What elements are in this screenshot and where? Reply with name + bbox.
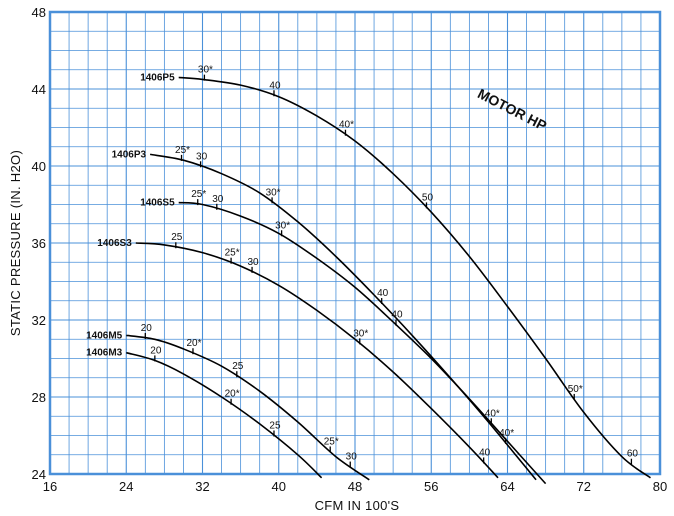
hp-label: 25 — [269, 421, 281, 432]
series-label: 1406S3 — [97, 238, 132, 249]
hp-label: 25* — [324, 436, 339, 447]
series-label: 1406S5 — [140, 198, 175, 209]
y-tick-label: 48 — [32, 5, 46, 20]
performance-curves: 1406P5 30* 40 40* 50 50* 60 1406P3 25* 30 30* 40 40*… — [86, 65, 651, 485]
x-tick-label: 48 — [348, 479, 362, 494]
hp-label: 25 — [232, 361, 244, 372]
hp-label: 40 — [391, 310, 403, 321]
series-line — [149, 153, 537, 481]
hp-label: 40* — [339, 120, 354, 131]
plot-frame — [48, 10, 662, 476]
hp-label: 30 — [346, 452, 358, 463]
hp-label: 20 — [150, 345, 162, 356]
y-tick-label: 24 — [32, 467, 46, 482]
series-1406s3: 1406S3 25 25* 30 30* 40 — [97, 232, 499, 479]
hp-label: 25* — [175, 145, 190, 156]
hp-label: 40* — [485, 408, 500, 419]
y-tick-label: 28 — [32, 390, 46, 405]
hp-label: 30 — [196, 151, 208, 162]
y-tick-label: 36 — [32, 236, 46, 251]
hp-label: 25* — [191, 189, 206, 200]
hp-label: 60 — [627, 449, 639, 460]
hp-label: 30 — [248, 257, 260, 268]
series-line — [135, 242, 499, 479]
series-line — [126, 351, 323, 479]
x-tick-label: 24 — [119, 479, 133, 494]
hp-label: 30* — [353, 328, 368, 339]
x-tick-label: 56 — [424, 479, 438, 494]
x-tick-label: 72 — [577, 479, 591, 494]
series-line — [178, 76, 651, 479]
hp-label: 30* — [266, 187, 281, 198]
y-axis-title: STATIC PRESSURE (IN. H2O) — [8, 150, 23, 336]
x-tick-label: 64 — [500, 479, 514, 494]
hp-label: 50 — [422, 192, 434, 203]
series-label: 1406M5 — [86, 330, 123, 341]
hp-label: 20 — [141, 323, 153, 334]
hp-label: 20* — [186, 338, 201, 349]
y-tick-label: 32 — [32, 313, 46, 328]
series-line — [178, 201, 547, 485]
series-1406m3: 1406M3 20 20* 25 — [86, 345, 323, 479]
x-tick-label: 32 — [195, 479, 209, 494]
hp-label: 25* — [225, 248, 240, 259]
hp-label: 30 — [212, 194, 224, 205]
x-tick-label: 80 — [653, 479, 667, 494]
series-1406m5: 1406M5 20 20* 25 25* 30 — [86, 323, 370, 481]
series-line — [126, 334, 370, 481]
hp-label: 40 — [269, 80, 281, 91]
hp-label: 40 — [479, 447, 491, 458]
hp-label: 20* — [225, 389, 240, 400]
hp-label: 40 — [377, 288, 389, 299]
motor-hp-annotation: MOTOR HP — [475, 85, 549, 133]
x-tick-label: 16 — [43, 479, 57, 494]
hp-label: 50* — [568, 384, 583, 395]
series-1406p5: 1406P5 30* 40 40* 50 50* 60 — [140, 65, 651, 479]
hp-label: 30* — [275, 220, 290, 231]
series-1406p3: 1406P3 25* 30 30* 40 40* — [112, 145, 537, 481]
series-label: 1406P5 — [140, 72, 175, 83]
hp-label: 40* — [499, 428, 514, 439]
x-tick-label: 40 — [272, 479, 286, 494]
y-tick-label: 44 — [32, 82, 46, 97]
series-label: 1406P3 — [112, 149, 147, 160]
hp-label: 25 — [171, 232, 183, 243]
series-label: 1406M3 — [86, 348, 123, 359]
x-axis-title: CFM IN 100'S — [315, 498, 400, 513]
series-1406s5: 1406S5 25* 30 30* 40 40* — [140, 189, 547, 485]
hp-label: 30* — [198, 65, 213, 76]
y-tick-label: 40 — [32, 159, 46, 174]
